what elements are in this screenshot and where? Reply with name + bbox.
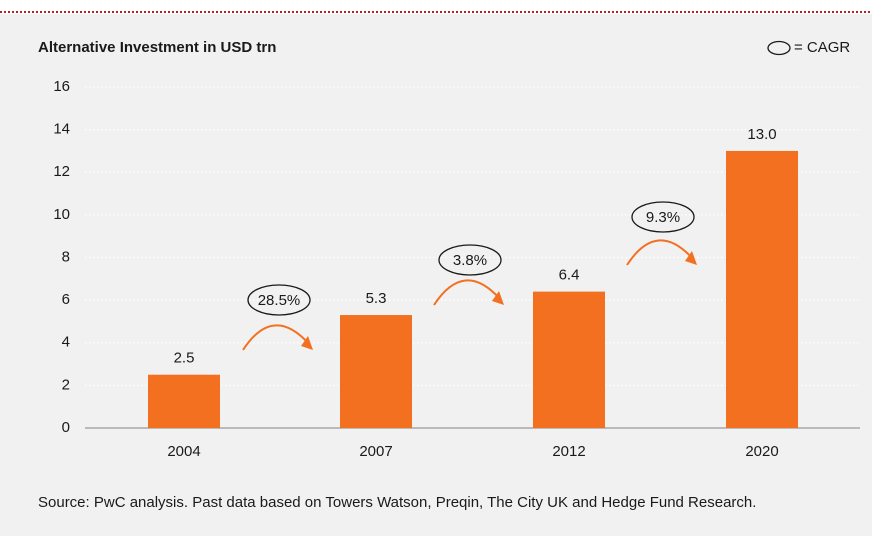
cagr-label: 9.3%: [646, 209, 680, 226]
bar: [340, 315, 412, 428]
value-label: 13.0: [747, 126, 776, 143]
cagr-arrowhead: [685, 251, 697, 265]
value-label: 6.4: [559, 267, 580, 284]
y-tick-label: 4: [62, 334, 70, 351]
cagr-arrowhead: [492, 291, 504, 305]
y-tick-label: 16: [53, 78, 70, 95]
cagr-ellipse: [438, 244, 502, 276]
y-tick-label: 14: [53, 121, 70, 138]
legend-symbol: [767, 40, 791, 56]
bar: [533, 291, 605, 428]
x-tick-label: 2004: [167, 443, 200, 460]
cagr-label: 28.5%: [258, 292, 301, 309]
cagr-arrow: [433, 279, 501, 306]
chart-title: Alternative Investment in USD trn: [38, 39, 276, 56]
y-tick-label: 10: [53, 206, 70, 223]
cagr-ellipse: [631, 201, 695, 233]
y-tick-label: 12: [53, 163, 70, 180]
y-tick-label: 6: [62, 291, 70, 308]
y-tick-label: 2: [62, 376, 70, 393]
value-label: 2.5: [174, 350, 195, 367]
legend-text: = CAGR: [794, 39, 850, 56]
bar: [726, 150, 798, 428]
cagr-arrowhead: [301, 336, 313, 350]
value-label: 5.3: [366, 290, 387, 307]
x-tick-label: 2020: [745, 443, 778, 460]
y-tick-label: 0: [62, 419, 70, 436]
cagr-arrow: [626, 239, 694, 266]
cagr-ellipse: [247, 284, 311, 316]
source-note: Source: PwC analysis. Past data based on…: [38, 494, 756, 511]
bar: [148, 374, 220, 428]
cagr-arrow: [242, 324, 310, 351]
cagr-label: 3.8%: [453, 252, 487, 269]
x-tick-label: 2007: [359, 443, 392, 460]
y-tick-label: 8: [62, 248, 70, 265]
x-tick-label: 2012: [552, 443, 585, 460]
